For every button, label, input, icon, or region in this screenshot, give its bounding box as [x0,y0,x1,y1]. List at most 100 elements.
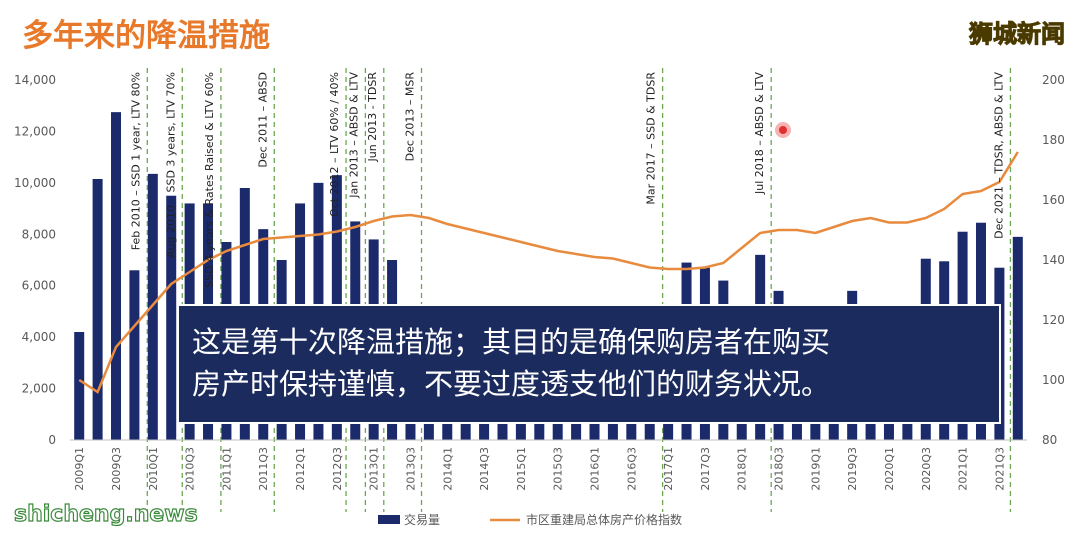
y2-tick-label: 200 [1042,73,1065,87]
x-tick: 2014Q1 [441,447,454,491]
y-tick-label: 10,000 [14,176,56,190]
y2-tick-label: 140 [1042,253,1065,267]
x-tick: 2011Q3 [257,447,270,491]
y-tick-label: 4,000 [22,330,56,344]
x-tick-label: 2009Q3 [110,447,123,491]
bar [92,179,103,440]
annotation-label: Jul 2018 – ABSD & LTV [753,72,766,195]
annotation-label: Jan 2013 – ABSD & LTV [347,72,360,199]
bar [111,112,122,441]
x-tick: 2011Q1 [220,447,233,491]
annotation: Jul 2018 – ABSD & LTV [753,72,766,195]
bar [1012,236,1023,440]
x-tick: 2020Q3 [920,447,933,491]
x-tick-label: 2018Q3 [773,447,786,491]
annotation: Jan 2013 – ABSD & LTV [347,72,360,199]
x-tick-label: 2012Q3 [331,447,344,491]
x-tick: 2016Q1 [589,447,602,491]
y-tick-label: 0 [48,433,56,447]
bar [129,270,140,440]
x-tick-label: 2010Q1 [147,447,160,491]
x-tick: 2019Q3 [846,447,859,491]
x-tick: 2017Q1 [662,447,675,491]
x-tick: 2009Q1 [73,447,86,491]
x-tick-label: 2017Q1 [662,447,675,491]
legend-swatch [378,515,400,524]
y-tick-label: 8,000 [22,227,56,241]
x-tick: 2012Q3 [331,447,344,491]
x-tick-label: 2009Q1 [73,447,86,491]
x-tick: 2021Q1 [957,447,970,491]
logo: 狮城新闻 [969,20,1065,48]
annotation-label: Dec 2013 – MSR [404,72,417,162]
annotation: Dec 2013 – MSR [404,72,417,162]
bar [166,195,177,440]
x-tick-label: 2015Q3 [552,447,565,491]
annotation: SSD 4 years & Rates Raised & LTV 60% [203,72,216,288]
x-tick: 2014Q3 [478,447,491,491]
y2-tick-label: 80 [1042,433,1057,447]
bar [147,173,158,440]
x-tick: 2018Q3 [773,447,786,491]
x-tick-label: 2021Q3 [993,447,1006,491]
x-tick: 2018Q1 [736,447,749,491]
x-tick-label: 2017Q3 [699,447,712,491]
x-tick: 2021Q3 [993,447,1006,491]
annotation-label: Dec 2011 – ABSD [256,72,269,168]
x-tick-label: 2016Q1 [589,447,602,491]
annotation: Mar 2017 – SSD & TDSR [645,72,658,205]
overlay-text: 房产时保持谨慎，不要过度透支他们的财务状况。 [192,367,830,401]
annotation-label: Mar 2017 – SSD & TDSR [645,72,658,205]
x-tick-label: 2018Q1 [736,447,749,491]
y2-tick-label: 160 [1042,193,1065,207]
x-tick: 2015Q1 [515,447,528,491]
annotation: Dec 2021 – TDSR, ABSD & LTV [992,72,1005,239]
annotation-label: Jun 2013 - TDSR [366,72,379,163]
x-tick-label: 2020Q3 [920,447,933,491]
x-tick: 2013Q1 [368,447,381,491]
x-tick: 2015Q3 [552,447,565,491]
marker-dot [779,126,787,134]
annotation: Aug 2010 – SSD 3 years, LTV 70% [164,72,177,258]
x-tick-label: 2011Q3 [257,447,270,491]
x-tick: 2013Q3 [404,447,417,491]
y-tick-label: 2,000 [22,382,56,396]
x-tick: 2010Q1 [147,447,160,491]
x-tick-label: 2014Q3 [478,447,491,491]
x-tick: 2020Q1 [883,447,896,491]
x-tick: 2010Q3 [184,447,197,491]
y-tick-label: 12,000 [14,124,56,138]
x-tick-label: 2019Q3 [846,447,859,491]
x-tick-label: 2020Q1 [883,447,896,491]
y2-tick-label: 120 [1042,313,1065,327]
annotation-label: Feb 2010 – SSD 1 year, LTV 80% [129,72,142,250]
x-tick: 2012Q1 [294,447,307,491]
y-tick-label: 14,000 [14,73,56,87]
annotation: Jun 2013 - TDSR [366,72,379,163]
x-tick-label: 2010Q3 [184,447,197,491]
bar [74,332,85,440]
chart-title: 多年来的降温措施 [22,18,270,54]
line [78,151,1019,394]
overlay-text: 这是第十次降温措施；其目的是确保购房者在购买 [192,325,830,359]
x-tick: 2019Q1 [809,447,822,491]
x-tick: 2016Q3 [625,447,638,491]
x-tick-label: 2011Q1 [220,447,233,491]
x-tick-label: 2013Q1 [368,447,381,491]
x-tick-label: 2021Q1 [957,447,970,491]
x-tick-label: 2015Q1 [515,447,528,491]
x-tick-label: 2016Q3 [625,447,638,491]
annotation-label: Oct 2012 – LTV 60% / 40% [328,72,341,217]
annotation: Oct 2012 – LTV 60% / 40% [328,72,341,217]
legend-label: 交易量 [404,512,440,527]
x-tick: 2009Q3 [110,447,123,491]
annotation: Dec 2011 – ABSD [256,72,269,168]
x-tick-label: 2014Q1 [441,447,454,491]
y2-tick-label: 100 [1042,373,1065,387]
annotation-label: Dec 2021 – TDSR, ABSD & LTV [992,72,1005,239]
y-tick-label: 6,000 [22,279,56,293]
x-tick-label: 2012Q1 [294,447,307,491]
legend-label: 市区重建局总体房产价格指数 [526,512,682,527]
